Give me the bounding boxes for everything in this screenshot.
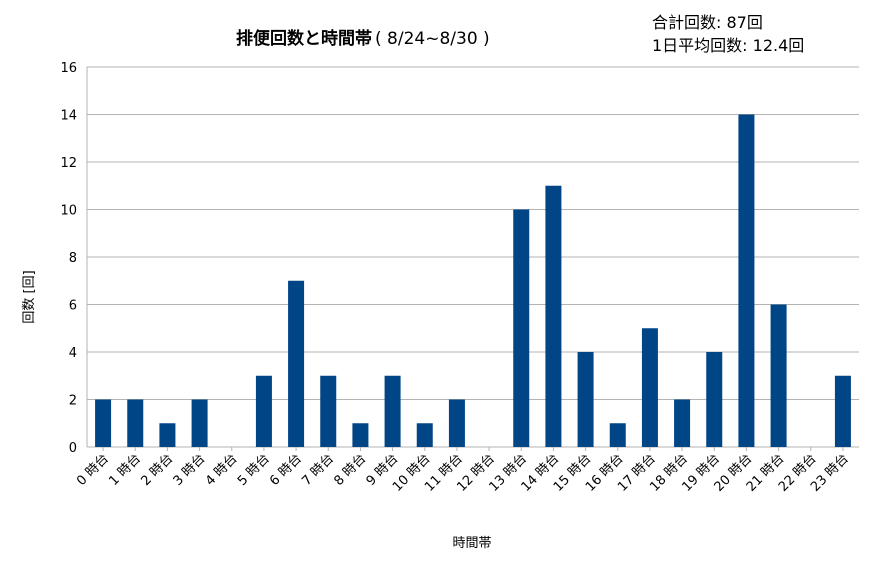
bar [320, 375, 337, 447]
x-tick-label: 1 時台 [106, 451, 144, 489]
bar [738, 114, 755, 447]
bar [706, 352, 723, 447]
bar [770, 304, 787, 447]
bar [674, 399, 691, 447]
bar [513, 209, 530, 447]
bar [577, 352, 594, 447]
bar [609, 423, 626, 447]
bar [95, 399, 112, 447]
x-tick-label: 2 時台 [138, 451, 176, 489]
x-tick-label: 8 時台 [331, 451, 369, 489]
bar [545, 185, 562, 447]
bars [95, 114, 851, 447]
x-tick-label: 7 時台 [299, 451, 337, 489]
daily-average-note: 1日平均回数: 12.4回 [652, 36, 804, 55]
x-tick-labels: 0 時台1 時台2 時台3 時台4 時台5 時台6 時台7 時台8 時台9 時台… [74, 447, 852, 495]
bar [384, 375, 401, 447]
bar [288, 280, 305, 447]
chart-title: 排便回数と時間帯 [236, 28, 372, 49]
bar [416, 423, 433, 447]
bar [255, 375, 272, 447]
x-tick-label: 3 時台 [171, 451, 209, 489]
y-tick-label: 10 [60, 204, 77, 219]
y-tick-label: 4 [69, 346, 77, 361]
y-tick-labels: 0 2 4 6 8 10 12 14 16 [60, 61, 77, 456]
x-axis-title: 時間帯 [452, 536, 491, 551]
y-tick-label: 2 [69, 394, 77, 409]
bar [159, 423, 176, 447]
y-axis-title: 回数 [回] [22, 270, 37, 323]
chart-subtitle: ( 8/24~8/30 ) [375, 29, 490, 49]
x-tick-label: 4 時台 [203, 451, 241, 489]
bar [834, 375, 851, 447]
bar [127, 399, 144, 447]
total-count-note: 合計回数: 87回 [652, 13, 763, 32]
x-tick-label: 0 時台 [74, 451, 112, 489]
x-tick-label: 6 時台 [267, 451, 305, 489]
bar [641, 328, 658, 447]
bar [448, 399, 465, 447]
bar [352, 423, 369, 447]
y-tick-label: 12 [60, 156, 77, 171]
x-tick-label: 5 時台 [235, 451, 273, 489]
y-tick-label: 14 [60, 109, 77, 124]
y-tick-label: 6 [69, 299, 77, 314]
bar [191, 399, 208, 447]
y-tick-label: 0 [69, 441, 77, 456]
y-tick-label: 16 [60, 61, 77, 76]
y-tick-label: 8 [69, 251, 77, 266]
gridlines [86, 66, 859, 448]
